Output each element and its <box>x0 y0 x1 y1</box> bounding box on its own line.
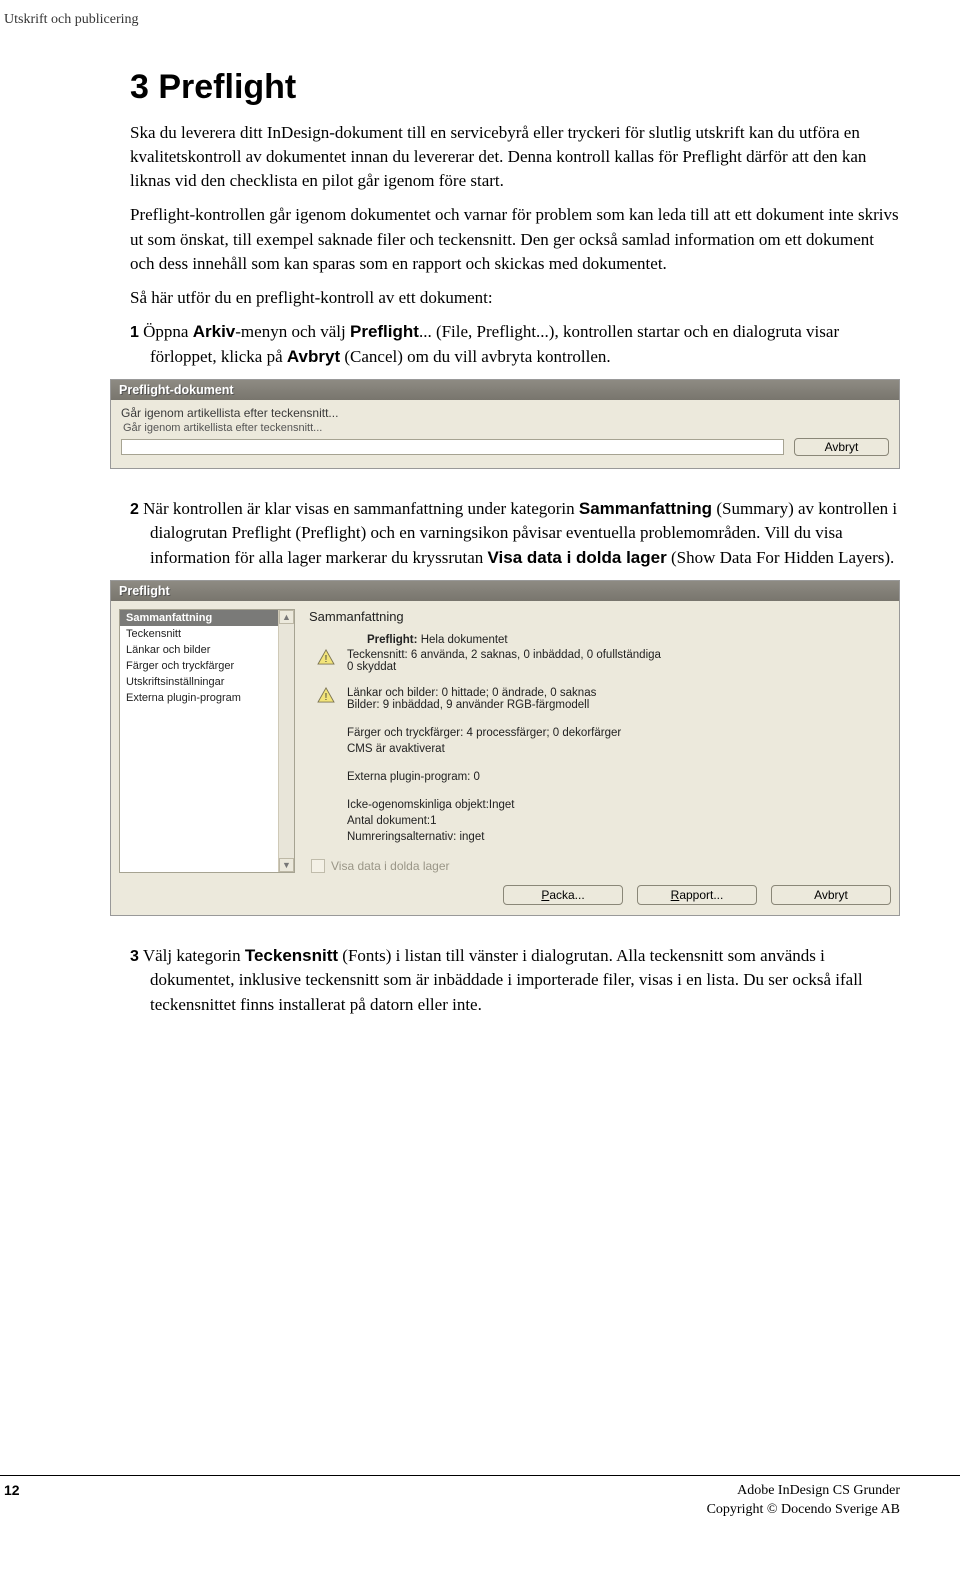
step-2-num: 2 <box>130 501 139 518</box>
text1-l1: Färger och tryckfärger: 4 processfärger;… <box>347 727 885 739</box>
step-1-text-d: (Cancel) om du vill avbryta kontrollen. <box>340 347 611 366</box>
text3-l1: Icke-ogenomskinliga objekt:Inget <box>347 799 885 811</box>
rapport-button[interactable]: Rapport... <box>637 885 757 905</box>
page-footer: 12 Adobe InDesign CS Grunder Copyright ©… <box>0 1475 960 1530</box>
sidebar-item-farger[interactable]: Färger och tryckfärger <box>120 658 278 674</box>
text2: Externa plugin-program: 0 <box>347 771 885 783</box>
warn2-line1: Länkar och bilder: 0 hittade; 0 ändrade,… <box>347 687 885 699</box>
preflight-scope: Preflight: Hela dokumentet <box>367 634 885 646</box>
dialog1-message-1: Går igenom artikellista efter teckensnit… <box>121 406 889 420</box>
sidebar-scrollbar[interactable]: ▲ ▼ <box>278 610 294 872</box>
checkbox-label: Visa data i dolda lager <box>331 859 450 873</box>
sidebar-item-plugin[interactable]: Externa plugin-program <box>120 690 278 706</box>
category-sidebar: Sammanfattning Teckensnitt Länkar och bi… <box>119 609 295 873</box>
text3-l3: Numreringsalternativ: inget <box>347 831 885 843</box>
step-1-text-b: -menyn och välj <box>235 322 350 341</box>
preflight-dialog: Preflight Sammanfattning Teckensnitt Län… <box>110 580 900 916</box>
sidebar-item-lankar[interactable]: Länkar och bilder <box>120 642 278 658</box>
para-2: Preflight-kontrollen går igenom dokument… <box>130 203 900 275</box>
text1-l2: CMS är avaktiverat <box>347 743 885 755</box>
step-3-bold-teckensnitt: Teckensnitt <box>245 946 338 965</box>
warning-icon: ! <box>317 649 335 665</box>
sidebar-item-sammanfattning[interactable]: Sammanfattning <box>120 610 278 626</box>
show-hidden-layers-checkbox[interactable]: Visa data i dolda lager <box>311 859 885 873</box>
step-1: 1 Öppna Arkiv-menyn och välj Preflight..… <box>150 320 900 369</box>
step-1-bold-arkiv: Arkiv <box>193 322 236 341</box>
progress-bar <box>121 439 784 455</box>
dialog1-message-2: Går igenom artikellista efter teckensnit… <box>121 422 889 434</box>
scroll-up-icon[interactable]: ▲ <box>279 610 294 624</box>
dialog1-titlebar: Preflight-dokument <box>111 380 899 400</box>
step-2-text-a: När kontrollen är klar visas en sammanfa… <box>143 499 579 518</box>
text3-l2: Antal dokument:1 <box>347 815 885 827</box>
step-3: 3 Välj kategorin Teckensnitt (Fonts) i l… <box>150 944 900 1017</box>
checkbox-icon[interactable] <box>311 859 325 873</box>
svg-text:!: ! <box>325 692 328 703</box>
avbryt-button[interactable]: Avbryt <box>771 885 891 905</box>
para-3: Så här utför du en preflight-kontroll av… <box>130 286 900 310</box>
step-2-bold-sammanfattning: Sammanfattning <box>579 499 712 518</box>
step-3-text-a: Välj kategorin <box>143 946 245 965</box>
scroll-down-icon[interactable]: ▼ <box>279 858 294 872</box>
footer-title: Adobe InDesign CS Grunder <box>707 1482 900 1501</box>
content-heading: Sammanfattning <box>309 609 885 624</box>
svg-text:!: ! <box>325 654 328 665</box>
para-1: Ska du leverera ditt InDesign-dokument t… <box>130 121 900 193</box>
step-2-bold-visa: Visa data i dolda lager <box>488 548 667 567</box>
cancel-button[interactable]: Avbryt <box>794 438 889 456</box>
warning-icon: ! <box>317 687 335 703</box>
preflight-progress-dialog: Preflight-dokument Går igenom artikellis… <box>110 379 900 469</box>
footer-copyright: Copyright © Docendo Sverige AB <box>707 1501 900 1520</box>
warn2-line2: Bilder: 9 inbäddad, 9 använder RGB-färgm… <box>347 699 885 711</box>
dialog2-content: Sammanfattning Preflight: Hela dokumente… <box>303 609 891 873</box>
sidebar-item-utskrift[interactable]: Utskriftsinställningar <box>120 674 278 690</box>
packa-button[interactable]: Packa... <box>503 885 623 905</box>
page-number: 12 <box>4 1482 20 1498</box>
step-2-text-c: (Show Data For Hidden Layers). <box>667 548 895 567</box>
step-1-num: 1 <box>130 324 139 341</box>
page-header: Utskrift och publicering <box>0 0 900 28</box>
step-1-bold-avbryt: Avbryt <box>287 347 340 366</box>
section-heading: 3 Preflight <box>130 68 900 107</box>
step-1-text-a: Öppna <box>143 322 193 341</box>
step-2: 2 När kontrollen är klar visas en samman… <box>150 497 900 570</box>
step-1-bold-preflight: Preflight <box>350 322 419 341</box>
warn1-line2: 0 skyddat <box>347 661 885 673</box>
dialog2-titlebar: Preflight <box>111 581 899 601</box>
warn1-line1: Teckensnitt: 6 använda, 2 saknas, 0 inbä… <box>347 649 885 661</box>
preflight-value: Hela dokumentet <box>421 634 508 646</box>
step-3-num: 3 <box>130 948 139 965</box>
sidebar-item-teckensnitt[interactable]: Teckensnitt <box>120 626 278 642</box>
preflight-label: Preflight: <box>367 634 417 646</box>
